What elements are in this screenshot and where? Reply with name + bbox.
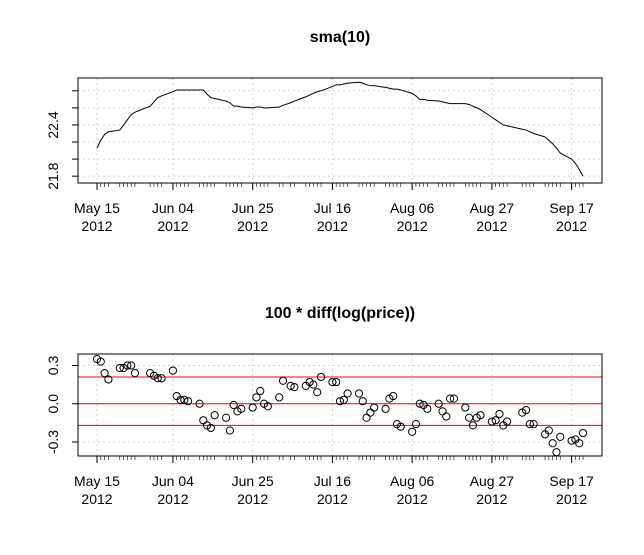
plot-frame bbox=[77, 77, 603, 184]
point bbox=[449, 394, 459, 403]
point bbox=[176, 395, 185, 404]
point bbox=[252, 393, 261, 402]
point bbox=[153, 374, 162, 383]
point bbox=[468, 421, 477, 430]
point bbox=[544, 426, 553, 435]
point bbox=[263, 402, 272, 411]
point bbox=[210, 411, 219, 420]
x-tick-label: Jul 16 2012 bbox=[314, 473, 352, 507]
point bbox=[343, 389, 352, 398]
line bbox=[96, 81, 584, 177]
y-tick-label: -0.3 bbox=[45, 430, 61, 454]
point bbox=[423, 404, 432, 413]
point bbox=[237, 404, 246, 413]
point bbox=[491, 416, 500, 425]
point bbox=[396, 422, 405, 431]
point bbox=[362, 413, 371, 422]
y-tick-label: 22.4 bbox=[45, 111, 61, 138]
x-tick-label: Jun 25 2012 bbox=[232, 473, 274, 507]
point bbox=[434, 399, 443, 408]
point bbox=[502, 417, 512, 426]
point bbox=[411, 420, 421, 429]
point bbox=[248, 403, 257, 412]
point bbox=[339, 395, 348, 404]
point bbox=[487, 417, 496, 426]
x-tick-label: Jul 16 2012 bbox=[314, 200, 352, 234]
point bbox=[446, 394, 455, 403]
point bbox=[552, 448, 561, 457]
point bbox=[225, 426, 234, 435]
point bbox=[525, 420, 534, 429]
point bbox=[389, 391, 398, 401]
point bbox=[354, 389, 364, 398]
point bbox=[309, 380, 318, 389]
point bbox=[370, 403, 379, 412]
y-tick-label: 0.0 bbox=[45, 394, 61, 414]
point bbox=[100, 369, 109, 378]
x-tick-label: Sep 17 2012 bbox=[549, 473, 594, 507]
point bbox=[495, 409, 504, 419]
point bbox=[286, 381, 295, 390]
plot-frame bbox=[77, 353, 603, 457]
point bbox=[408, 427, 417, 436]
point bbox=[476, 411, 485, 420]
point bbox=[313, 388, 322, 397]
point bbox=[461, 403, 470, 412]
point bbox=[195, 399, 204, 408]
point bbox=[206, 423, 215, 433]
chart-title: 100 * diff(log(price)) bbox=[265, 305, 415, 322]
x-tick-label: Aug 27 2012 bbox=[470, 473, 515, 507]
x-tick-label: Aug 27 2012 bbox=[470, 200, 515, 234]
point bbox=[115, 363, 124, 373]
y-tick-label: 21.8 bbox=[45, 162, 61, 189]
point bbox=[438, 407, 447, 416]
point bbox=[578, 428, 588, 438]
x-tick-label: Sep 17 2012 bbox=[549, 200, 594, 234]
point bbox=[184, 397, 193, 406]
point bbox=[123, 361, 132, 370]
point bbox=[556, 432, 565, 441]
point bbox=[316, 372, 326, 382]
x-tick-label: Aug 06 2012 bbox=[390, 200, 435, 234]
x-tick-label: May 15 2012 bbox=[74, 200, 120, 234]
point bbox=[96, 357, 105, 366]
point bbox=[335, 397, 345, 406]
point bbox=[157, 374, 166, 383]
point bbox=[358, 397, 367, 406]
x-tick-label: Jun 25 2012 bbox=[232, 200, 274, 234]
point bbox=[130, 369, 140, 378]
point bbox=[275, 393, 284, 402]
point bbox=[328, 377, 337, 387]
point bbox=[221, 413, 231, 422]
point bbox=[180, 395, 189, 404]
point bbox=[290, 383, 299, 392]
point bbox=[415, 399, 424, 408]
x-tick-label: Jun 04 2012 bbox=[152, 200, 194, 234]
point bbox=[442, 412, 451, 421]
point bbox=[127, 361, 136, 370]
point bbox=[168, 366, 178, 375]
point bbox=[567, 436, 576, 445]
point bbox=[199, 416, 208, 425]
x-tick-label: Aug 06 2012 bbox=[390, 473, 435, 507]
point bbox=[366, 408, 375, 417]
y-tick-label: 0.3 bbox=[45, 356, 61, 376]
point bbox=[229, 400, 238, 410]
point bbox=[465, 413, 474, 422]
chart-title: sma(10) bbox=[310, 29, 370, 46]
point bbox=[332, 377, 341, 387]
point bbox=[278, 376, 288, 385]
point bbox=[529, 420, 538, 429]
x-tick-label: May 15 2012 bbox=[74, 473, 120, 507]
point bbox=[548, 439, 557, 448]
x-tick-label: Jun 04 2012 bbox=[152, 473, 194, 507]
point bbox=[381, 404, 390, 413]
point bbox=[521, 406, 531, 415]
point bbox=[104, 375, 113, 384]
point bbox=[575, 439, 584, 448]
point bbox=[256, 386, 265, 396]
